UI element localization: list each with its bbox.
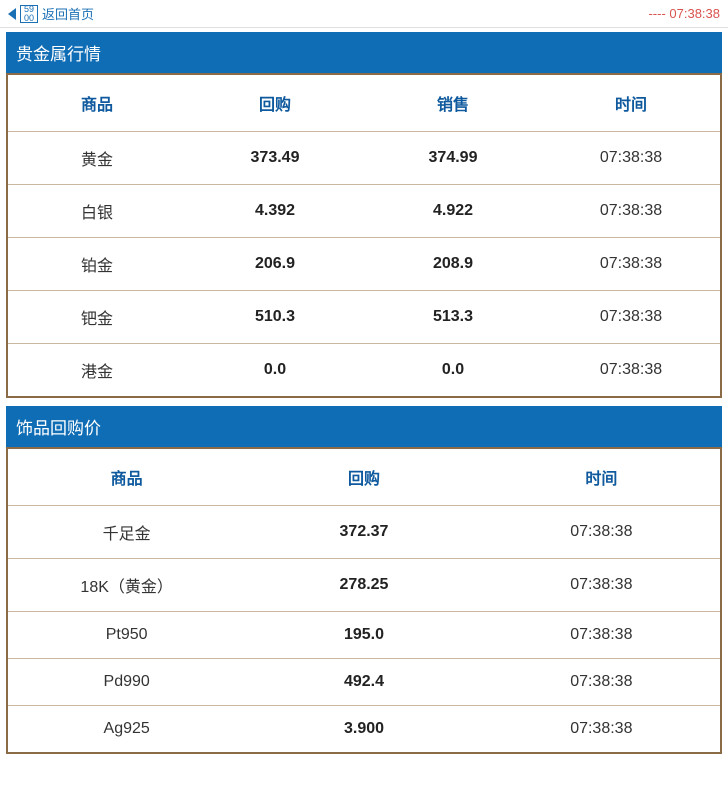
table-header-row: 商品 回购 时间 (8, 449, 720, 506)
table-row: 18K（黄金）278.2507:38:38 (8, 559, 720, 612)
table-row: 白银4.3924.92207:38:38 (8, 185, 720, 238)
table-row: 港金0.00.007:38:38 (8, 344, 720, 397)
cell-sell: 208.9 (364, 238, 542, 291)
cell-sell: 513.3 (364, 291, 542, 344)
metals-table: 商品 回购 销售 时间 黄金373.49374.9907:38:38白银4.39… (8, 75, 720, 396)
cell-buyback: 195.0 (245, 612, 482, 659)
cell-product: Ag925 (8, 706, 245, 753)
cell-time: 07:38:38 (542, 238, 720, 291)
cell-buyback: 0.0 (186, 344, 364, 397)
cell-sell: 0.0 (364, 344, 542, 397)
section-title-metals: 贵金属行情 (6, 32, 722, 73)
cell-product: 白银 (8, 185, 186, 238)
cell-product: 黄金 (8, 132, 186, 185)
cell-product: 钯金 (8, 291, 186, 344)
back-arrow-icon (8, 8, 16, 20)
cell-time: 07:38:38 (542, 185, 720, 238)
header-time-prefix: ---- (648, 6, 669, 21)
cell-product: 18K（黄金） (8, 559, 245, 612)
cell-time: 07:38:38 (542, 344, 720, 397)
cell-sell: 374.99 (364, 132, 542, 185)
cell-buyback: 492.4 (245, 659, 482, 706)
jewelry-table-wrap: 商品 回购 时间 千足金372.3707:38:3818K（黄金）278.250… (6, 447, 722, 754)
cell-time: 07:38:38 (483, 506, 720, 559)
metals-table-wrap: 商品 回购 销售 时间 黄金373.49374.9907:38:38白银4.39… (6, 73, 722, 398)
cell-product: 铂金 (8, 238, 186, 291)
table-row: Ag9253.90007:38:38 (8, 706, 720, 753)
back-home-label: 返回首页 (42, 4, 94, 23)
cell-buyback: 206.9 (186, 238, 364, 291)
jewelry-table: 商品 回购 时间 千足金372.3707:38:3818K（黄金）278.250… (8, 449, 720, 752)
table-row: 铂金206.9208.907:38:38 (8, 238, 720, 291)
table-row: Pd990492.407:38:38 (8, 659, 720, 706)
cell-buyback: 4.392 (186, 185, 364, 238)
cell-time: 07:38:38 (483, 559, 720, 612)
cell-time: 07:38:38 (542, 291, 720, 344)
home-badge-icon: 5900 (20, 5, 38, 23)
table-row: 千足金372.3707:38:38 (8, 506, 720, 559)
section-title-jewelry: 饰品回购价 (6, 406, 722, 447)
header-time: ---- 07:38:38 (648, 6, 720, 21)
cell-time: 07:38:38 (483, 612, 720, 659)
cell-buyback: 3.900 (245, 706, 482, 753)
table-row: 钯金510.3513.307:38:38 (8, 291, 720, 344)
cell-time: 07:38:38 (542, 132, 720, 185)
col-product: 商品 (8, 75, 186, 132)
cell-product: 千足金 (8, 506, 245, 559)
header-time-value: 07:38:38 (669, 6, 720, 21)
cell-product: 港金 (8, 344, 186, 397)
table-row: 黄金373.49374.9907:38:38 (8, 132, 720, 185)
cell-buyback: 373.49 (186, 132, 364, 185)
table-header-row: 商品 回购 销售 时间 (8, 75, 720, 132)
cell-buyback: 510.3 (186, 291, 364, 344)
col-product: 商品 (8, 449, 245, 506)
col-time: 时间 (542, 75, 720, 132)
cell-buyback: 278.25 (245, 559, 482, 612)
top-bar: 5900 返回首页 ---- 07:38:38 (0, 0, 728, 28)
back-home-link[interactable]: 5900 返回首页 (8, 4, 94, 23)
cell-buyback: 372.37 (245, 506, 482, 559)
cell-product: Pt950 (8, 612, 245, 659)
cell-sell: 4.922 (364, 185, 542, 238)
col-time: 时间 (483, 449, 720, 506)
cell-time: 07:38:38 (483, 659, 720, 706)
cell-product: Pd990 (8, 659, 245, 706)
col-sell: 销售 (364, 75, 542, 132)
cell-time: 07:38:38 (483, 706, 720, 753)
col-buyback: 回购 (186, 75, 364, 132)
col-buyback: 回购 (245, 449, 482, 506)
table-row: Pt950195.007:38:38 (8, 612, 720, 659)
